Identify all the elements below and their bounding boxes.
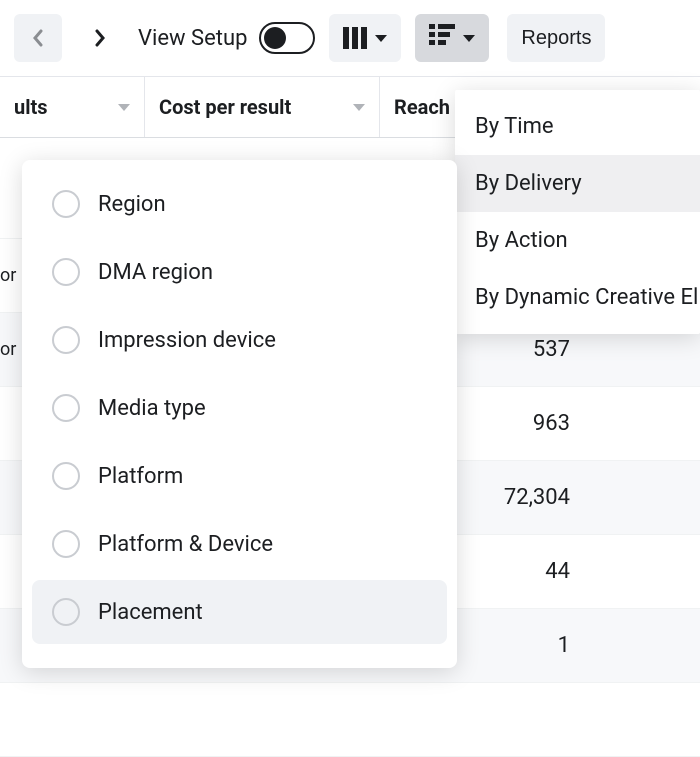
radio-label: Region [98,192,166,217]
columns-dropdown-button[interactable] [329,14,401,62]
reports-label: Reports [521,27,591,50]
table-row[interactable] [0,683,700,757]
column-header-label: ults [14,95,48,119]
radio-option-impression-device[interactable]: Impression device [32,308,447,372]
sort-caret-icon [353,104,365,111]
column-header-results[interactable]: ults [0,77,145,137]
radio-icon [52,530,80,558]
radio-option-dma-region[interactable]: DMA region [32,240,447,304]
prev-button[interactable] [14,14,62,62]
column-header-label: Cost per result [159,95,291,119]
radio-icon [52,258,80,286]
breakdown-icon [429,24,455,52]
view-setup-label: View Setup [138,26,247,51]
sort-caret-icon [118,104,130,111]
reach-value: 72,304 [470,485,700,510]
radio-label: Placement [98,600,203,625]
radio-option-region[interactable]: Region [32,172,447,236]
radio-label: Platform & Device [98,532,273,557]
radio-icon [52,598,80,626]
breakdown-menu: By Time By Delivery By Action By Dynamic… [455,90,700,334]
next-button[interactable] [76,14,124,62]
radio-icon [52,326,80,354]
radio-option-placement[interactable]: Placement [32,580,447,644]
menu-item-label: By Action [475,228,568,253]
toolbar: View Setup Reports [0,0,700,77]
view-setup-toggle[interactable] [259,22,315,54]
delivery-breakdown-options: Region DMA region Impression device Medi… [22,160,457,668]
radio-label: Platform [98,464,183,489]
reports-button[interactable]: Reports [507,14,605,62]
column-header-label: Reach [394,95,450,119]
columns-icon [343,27,367,49]
row-stub: or [0,339,20,360]
radio-option-platform-device[interactable]: Platform & Device [32,512,447,576]
reach-value: 537 [470,337,700,362]
menu-item-label: By Time [475,114,554,139]
caret-down-icon [375,35,387,42]
breakdown-menu-item[interactable]: By Delivery [455,155,700,212]
radio-option-platform[interactable]: Platform [32,444,447,508]
menu-item-label: By Delivery [475,171,582,196]
caret-down-icon [463,35,475,42]
radio-option-media-type[interactable]: Media type [32,376,447,440]
radio-label: Media type [98,396,206,421]
reach-value: 1 [470,633,700,658]
column-header-cost-per-result[interactable]: Cost per result [145,77,380,137]
radio-label: DMA region [98,260,213,285]
row-stub: or [0,265,20,286]
view-setup: View Setup [138,22,315,54]
radio-icon [52,190,80,218]
radio-icon [52,462,80,490]
radio-icon [52,394,80,422]
menu-item-label: By Dynamic Creative El [475,285,698,310]
radio-label: Impression device [98,328,276,353]
breakdown-dropdown-button[interactable] [415,14,489,62]
chevron-left-icon [32,29,44,47]
breakdown-menu-item[interactable]: By Action [455,212,700,269]
breakdown-menu-item[interactable]: By Time [455,98,700,155]
breakdown-menu-item[interactable]: By Dynamic Creative El [455,269,700,326]
chevron-right-icon [94,29,106,47]
reach-value: 44 [470,559,700,584]
reach-value: 963 [470,411,700,436]
